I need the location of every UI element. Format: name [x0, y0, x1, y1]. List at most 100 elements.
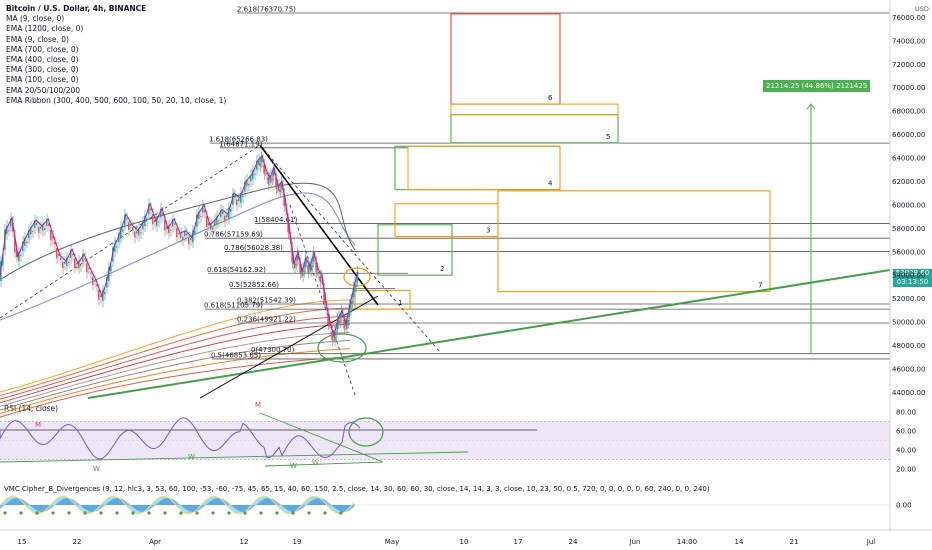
candle-body [164, 219, 166, 231]
candle-body [176, 228, 178, 238]
candle-body [88, 268, 90, 270]
candle-body [134, 231, 136, 238]
x-tick-label: 15 [18, 538, 27, 546]
ema-ribbon-line [0, 299, 351, 393]
candle-body [308, 267, 311, 269]
fib-level-label: 1(64871.19) [219, 140, 263, 148]
candle-body [355, 285, 357, 287]
target-boxes[interactable]: 1 2 3 4 5 6 7 [354, 13, 816, 354]
candle-body [46, 219, 48, 226]
indicator-ema-20-50-100-200[interactable]: EMA 20/50/100/200 [6, 85, 81, 95]
candle-body [128, 222, 130, 231]
candle-body [294, 260, 296, 269]
trendlines[interactable] [0, 144, 891, 399]
candle-body [58, 254, 60, 256]
candle-body [146, 218, 148, 221]
rsi-pane-title[interactable]: RSI (14, close) [4, 404, 59, 413]
candle-body [295, 264, 297, 266]
ema-line [0, 192, 356, 321]
x-tick-label: Apr [149, 538, 161, 546]
y-tick-label: 44000.00 [892, 389, 925, 397]
vmc-dot [131, 511, 135, 515]
indicator-ema-ribbon[interactable]: EMA Ribbon (300, 400, 500, 600, 100, 50,… [6, 95, 227, 105]
x-tick-label: 14:00 [677, 538, 697, 546]
y-tick-label: 68000.00 [892, 108, 925, 116]
y-tick-label: 58000.00 [892, 225, 925, 233]
candle-body [206, 216, 208, 227]
indicator-ema300[interactable]: EMA (300, close, 0) [6, 65, 79, 75]
candle-body [271, 179, 273, 181]
candle-body [172, 219, 174, 227]
candle-body [32, 231, 34, 233]
ema-ribbon-line [0, 331, 351, 407]
candle-body [96, 284, 98, 286]
candle-body [323, 288, 325, 302]
candle-body [218, 220, 220, 222]
candle-body [142, 221, 144, 230]
symbol-title[interactable]: Bitcoin / U.S. Dollar, 4h, BINANCE [6, 4, 147, 13]
candle-body [356, 271, 359, 282]
rsi-highlight-circle [348, 417, 384, 447]
candle-body [224, 215, 226, 222]
indicator-ema700[interactable]: EMA (700, close, 0) [6, 44, 79, 54]
candle-body [242, 195, 244, 198]
ema-ribbon [0, 182, 356, 418]
candle-body [30, 226, 32, 235]
fib-level-label: 0.382(51542.39) [237, 296, 296, 304]
indicator-ma9[interactable]: MA (9, close, 0) [6, 14, 65, 24]
candle-body [331, 331, 333, 341]
candle-body [24, 237, 26, 246]
vmc-tick-label: 0.00 [896, 502, 912, 510]
candle-body [270, 174, 272, 183]
candle-body [118, 233, 120, 243]
candle-body [306, 261, 308, 263]
candle-body [287, 218, 289, 233]
indicator-ema9[interactable]: EMA (9, close, 0) [6, 34, 69, 44]
candle-body [216, 216, 218, 224]
currency-label: USD [915, 5, 929, 13]
candle-body [162, 213, 164, 216]
candle-body [138, 228, 140, 236]
candle-body [283, 193, 285, 206]
projection-label[interactable]: 21214.25 (44.86%) 2121425 [763, 80, 871, 92]
candle-body [156, 217, 158, 226]
indicator-ema400[interactable]: EMA (400, close, 0) [6, 55, 79, 65]
vmc-dot [307, 511, 311, 515]
candle-body [78, 260, 80, 269]
rsi-divergence-m: M [35, 421, 41, 429]
fib-retracement[interactable]: 2.618(76370.75) 1.618(65266.83)1(64871.19… [204, 6, 890, 360]
target-box [450, 114, 619, 144]
fib-level-label: 0.786(56028.38) [224, 244, 283, 252]
candle-body [76, 263, 78, 265]
candle-body [12, 222, 14, 232]
fib-level-label: 0.5(52852.66) [229, 281, 279, 289]
vmc-dot [115, 511, 119, 515]
vmc-dot [163, 511, 167, 515]
indicator-ema1200[interactable]: EMA (1200, close, 0) [6, 24, 84, 34]
candle-body [327, 313, 329, 325]
target-box-label: 6 [548, 94, 553, 102]
candle-body [238, 198, 240, 201]
candle-body [102, 290, 104, 301]
candle-body [122, 229, 124, 232]
rsi-divergence-m: M [255, 401, 261, 409]
candle-body [180, 232, 182, 238]
vmc-dot [323, 511, 327, 515]
candle-body [240, 192, 242, 203]
candle-body [244, 182, 246, 192]
indicator-ema100[interactable]: EMA (100, close, 0) [6, 75, 79, 85]
candle-body [116, 246, 118, 248]
vmc-pane-title[interactable]: VMC Cipher_B_Divergences (9, 12, hlc3, 3… [4, 485, 710, 493]
candle-body [90, 272, 92, 274]
candle-body [226, 214, 228, 218]
target-box-label: 3 [486, 227, 490, 235]
candle-body [198, 211, 200, 219]
target-box-label: 2 [440, 265, 444, 273]
candle-body [208, 222, 210, 226]
dashed-trendline [259, 144, 441, 353]
candle-body [34, 220, 36, 228]
projection-arrowhead [806, 103, 816, 110]
rsi-trendline [0, 451, 469, 463]
